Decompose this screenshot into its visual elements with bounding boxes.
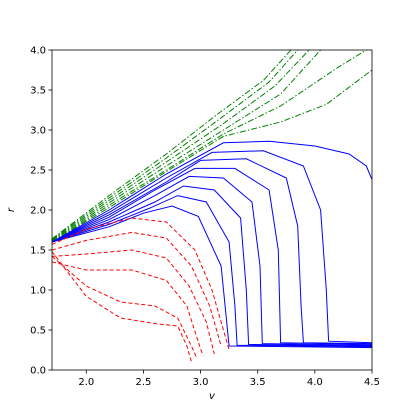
series-line-15 <box>52 231 222 347</box>
series-line-17 <box>52 261 204 356</box>
y-tick-label: 1.5 <box>30 246 46 257</box>
x-tick-label: 4.0 <box>307 377 323 388</box>
x-tick-label: 4.5 <box>364 377 380 388</box>
plot-area <box>52 50 372 363</box>
series-line-5 <box>52 69 372 243</box>
x-tick-label: 2.5 <box>135 377 151 388</box>
axes-frame <box>51 49 373 371</box>
series-line-2 <box>52 50 310 241</box>
series-line-19 <box>52 251 192 363</box>
y-tick-label: 0.0 <box>30 366 46 377</box>
y-tick-label: 3.5 <box>30 86 46 97</box>
ticks: 2.0 2.5 3.0 3.5 4.0 4.5 0.0 0.5 1.0 1.5 2.0 2.5 3.0 3… <box>30 46 380 389</box>
series-line-13 <box>52 205 372 349</box>
series-line-8 <box>52 158 372 345</box>
series-line-9 <box>52 167 372 345</box>
y-tick-label: 2.0 <box>30 206 46 217</box>
x-axis-label: v <box>209 391 216 402</box>
series-line-18 <box>52 256 198 360</box>
series-line-10 <box>52 175 372 346</box>
y-tick-label: 2.5 <box>30 166 46 177</box>
series-line-7 <box>52 150 372 344</box>
series-line-6 <box>52 140 372 243</box>
y-axis-label: r <box>6 207 17 212</box>
x-tick-label: 3.0 <box>193 377 209 388</box>
y-tick-label: 4.0 <box>30 46 46 57</box>
y-tick-label: 3.0 <box>30 126 46 137</box>
series-line-1 <box>52 50 299 241</box>
series-line-12 <box>52 195 372 348</box>
y-tick-label: 1.0 <box>30 286 46 297</box>
series-line-3 <box>52 50 321 242</box>
series-line-16 <box>52 249 215 355</box>
x-tick-label: 2.0 <box>78 377 94 388</box>
y-tick-label: 0.5 <box>30 326 46 337</box>
series-line-11 <box>52 185 372 347</box>
series-line-4 <box>52 50 367 243</box>
x-tick-label: 3.5 <box>250 377 266 388</box>
series-line-0 <box>52 50 292 240</box>
series-line-14 <box>52 217 230 351</box>
